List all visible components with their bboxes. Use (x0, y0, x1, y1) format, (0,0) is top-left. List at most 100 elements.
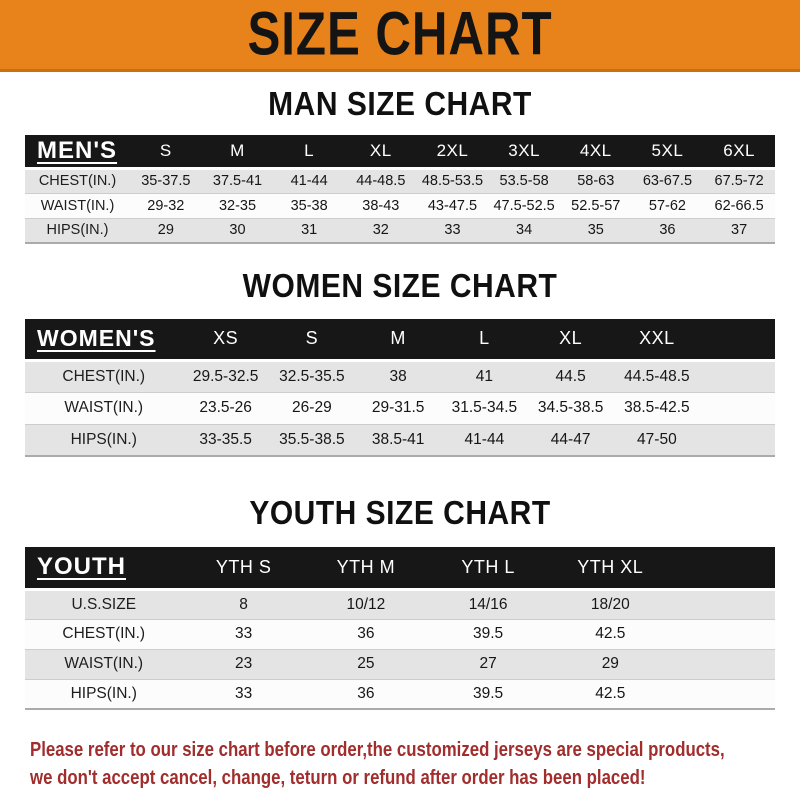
size-value-cell: 14/16 (468, 595, 508, 613)
size-value-cell: 29-31.5 (371, 399, 425, 416)
table-row: HIPS(IN.) 33-35.5 35.5-38.5 38.5-41 41-44 44-… (25, 424, 775, 456)
size-value-cell: 47.5-52.5 (493, 197, 555, 214)
table-corner-label: WOMEN'S (25, 319, 183, 362)
table-row: CHEST(IN.) 33 36 39.5 42.5 (25, 619, 775, 649)
table-header-row: MEN'S S M L XL 2XL 3XL 4XL 5XL 6XL (25, 135, 775, 170)
size-value-cell: 8 (239, 595, 248, 613)
size-value-cell: 23.5-26 (199, 399, 252, 416)
disclaimer-line-1: Please refer to our size chart before or… (30, 739, 725, 761)
size-value-cell: 18/20 (590, 595, 630, 613)
size-value-cell: 30 (229, 222, 246, 239)
size-column-header: L (273, 135, 345, 170)
size-value-cell: 27 (479, 655, 497, 672)
spacer-cell (671, 649, 775, 679)
row-label-cell: CHEST(IN.) (62, 367, 146, 385)
row-label-cell: WAIST(IN.) (40, 197, 115, 214)
size-value-cell: 29 (601, 655, 619, 672)
spacer-cell (671, 679, 775, 709)
size-value-cell: 62-66.5 (714, 197, 764, 214)
size-value-cell: 38.5-41 (371, 430, 425, 448)
spacer-cell (671, 547, 775, 591)
row-label-cell: WAIST(IN.) (64, 399, 144, 416)
size-value-cell: 35-37.5 (141, 173, 191, 189)
size-value-cell: 39.5 (473, 625, 504, 642)
size-value-cell: 47-50 (637, 430, 677, 448)
size-value-cell: 33-35.5 (199, 430, 252, 448)
disclaimer-line-2: we don't accept cancel, change, teturn o… (30, 767, 646, 789)
size-value-cell: 38.5-42.5 (624, 399, 690, 416)
size-value-cell: 38-43 (362, 197, 400, 214)
size-value-cell: 44-47 (550, 430, 591, 448)
size-column-header: XXL (613, 319, 700, 362)
table-header-row: YOUTH YTH S YTH M YTH L YTH XL (25, 547, 775, 591)
size-column-header: L (441, 319, 528, 362)
spacer-cell (671, 589, 775, 619)
row-label-cell: HIPS(IN.) (70, 430, 137, 448)
size-column-header: XL (527, 319, 614, 362)
size-value-cell: 37.5-41 (212, 173, 263, 189)
size-value-cell: 37 (731, 222, 748, 239)
youth-size-section: YOUTH SIZE CHART YOUTH YTH S YTH M YTH L YTH… (0, 457, 800, 710)
youth-section-title: YOUTH SIZE CHART (249, 495, 551, 532)
row-label-cell: HIPS(IN.) (46, 222, 109, 239)
size-column-header: M (355, 319, 442, 362)
size-column-header: 3XL (488, 135, 560, 170)
size-chart-banner: SIZE CHART (0, 0, 800, 72)
size-column-header: S (130, 135, 202, 170)
size-value-cell: 41-44 (464, 430, 505, 448)
size-value-cell: 42.5 (595, 625, 626, 642)
table-corner-label: YOUTH (25, 547, 183, 591)
row-label-cell: U.S.SIZE (71, 595, 137, 613)
table-row: HIPS(IN.) 33 36 39.5 42.5 (25, 679, 775, 709)
size-value-cell: 35-38 (290, 197, 328, 214)
size-value-cell: 42.5 (595, 684, 626, 702)
size-value-cell: 63-67.5 (642, 173, 693, 189)
row-label-cell: CHEST(IN.) (38, 173, 117, 189)
size-column-header: XS (182, 319, 269, 362)
row-label-cell: HIPS(IN.) (70, 684, 137, 702)
size-value-cell: 23 (234, 655, 253, 672)
size-value-cell: 36 (357, 625, 375, 642)
size-value-cell: 67.5-72 (714, 173, 764, 189)
women-size-table: WOMEN'S XS S M L XL XXL CHEST(IN.) 29.5-32.5 32.5… (25, 319, 775, 457)
size-value-cell: 53.5-58 (499, 173, 549, 189)
size-value-cell: 29 (157, 222, 174, 239)
size-column-header: XL (344, 135, 417, 170)
size-value-cell: 44-48.5 (356, 173, 406, 189)
size-column-header: 4XL (559, 135, 632, 170)
youth-size-table: YOUTH YTH S YTH M YTH L YTH XL U.S.SIZE 8 10/12… (25, 547, 775, 710)
size-value-cell: 48.5-53.5 (421, 173, 484, 189)
size-value-cell: 31 (301, 222, 318, 239)
table-row: WAIST(IN.) 23 25 27 29 (25, 649, 775, 679)
size-value-cell: 57-62 (648, 197, 686, 214)
size-value-cell: 38 (389, 367, 407, 385)
size-value-cell: 36 (659, 222, 676, 239)
size-value-cell: 25 (357, 655, 375, 672)
size-value-cell: 33 (234, 684, 253, 702)
size-value-cell: 36 (357, 684, 375, 702)
table-header-row: WOMEN'S XS S M L XL XXL (25, 319, 775, 362)
men-size-section: MAN SIZE CHART MEN'S S M L XL 2XL 3XL 4XL 5XL 6XL… (0, 72, 800, 244)
size-value-cell: 39.5 (473, 684, 504, 702)
size-value-cell: 29-32 (147, 197, 185, 214)
size-value-cell: 43-47.5 (427, 197, 478, 214)
size-value-cell: 44.5-48.5 (624, 367, 690, 385)
size-column-header: YTH M (304, 547, 427, 591)
size-column-header: M (201, 135, 274, 170)
spacer-cell (671, 619, 775, 649)
women-section-title: WOMEN SIZE CHART (242, 268, 558, 305)
size-value-cell: 44.5 (555, 367, 586, 385)
size-column-header: 5XL (631, 135, 704, 170)
size-column-header: 2XL (416, 135, 489, 170)
size-value-cell: 52.5-57 (571, 197, 621, 214)
size-value-cell: 33 (444, 222, 461, 239)
size-value-cell: 34 (516, 222, 533, 239)
size-value-cell: 35.5-38.5 (279, 430, 345, 448)
spacer-cell (700, 392, 775, 424)
size-value-cell: 34.5-38.5 (537, 399, 604, 416)
size-column-header: S (268, 319, 355, 362)
spacer-cell (700, 360, 775, 392)
size-value-cell: 32-35 (218, 197, 257, 214)
table-row: WAIST(IN.) 29-32 32-35 35-38 38-43 43-47.5 47.… (25, 193, 775, 218)
row-label-cell: WAIST(IN.) (64, 655, 144, 672)
